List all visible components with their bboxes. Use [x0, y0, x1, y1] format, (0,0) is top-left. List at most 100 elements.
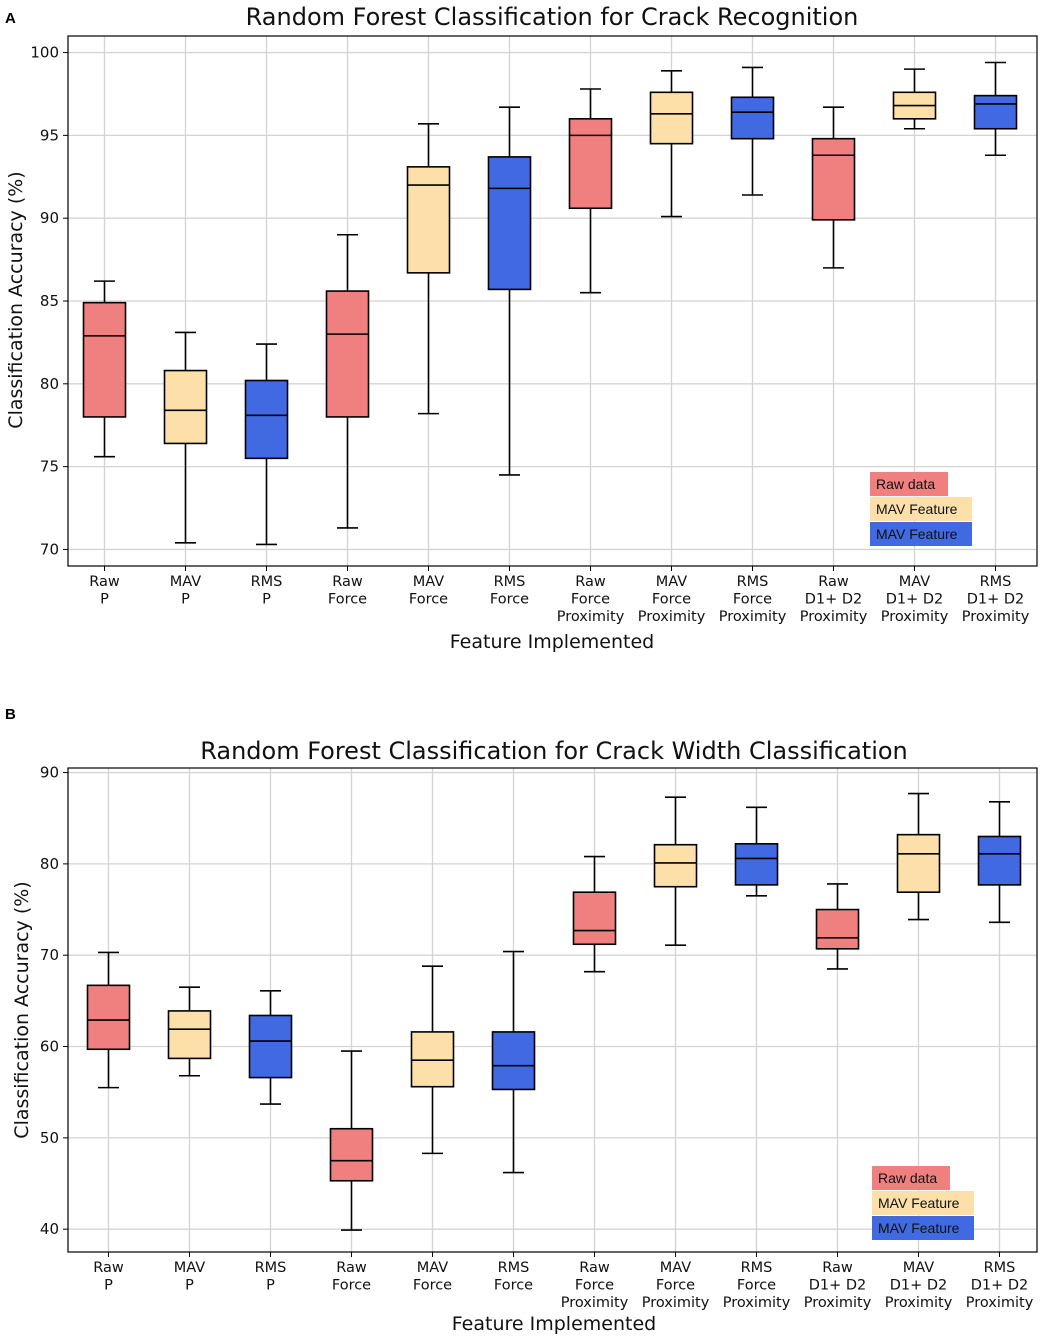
box-iqr [649, 91, 694, 145]
y-tick-label: 60 [40, 1038, 59, 1056]
panel-a: A Random Forest Classification for Crack… [5, 3, 1038, 653]
legend-label: Raw data [878, 1170, 937, 1186]
legend-swatch [872, 1216, 974, 1240]
x-tick-label: Raw Force Proximity [557, 574, 625, 625]
box-iqr [973, 94, 1018, 130]
panel-a-title: Random Forest Classification for Crack R… [246, 3, 859, 31]
x-tick-label: RMS D1+ D2 Proximity [966, 1260, 1034, 1311]
box-iqr [730, 96, 775, 140]
box-mav-force [406, 122, 451, 415]
x-tick-label: RMS Force [494, 1260, 533, 1294]
box-iqr [568, 118, 613, 210]
legend-item-mav: MAV Feature [870, 497, 972, 521]
x-tick-label: Raw Force [332, 1260, 371, 1294]
panel-b-letter: B [5, 706, 16, 723]
box-rms-d1-d2-proximity [973, 61, 1018, 157]
box-rms-p [244, 343, 289, 546]
x-tick-label: MAV D1+ D2 Proximity [881, 574, 949, 625]
y-tick-label: 100 [30, 44, 59, 62]
box-mav-p [167, 986, 212, 1077]
y-tick-label: 90 [40, 764, 59, 782]
legend-label: MAV Feature [876, 526, 958, 542]
box-rms-force [487, 106, 532, 476]
y-tick-label: 90 [40, 209, 59, 227]
y-tick-label: 70 [40, 540, 59, 558]
panel-a-y-ticks: 70 75 80 85 90 95 100 [30, 44, 68, 558]
box-raw-force [329, 1050, 374, 1231]
box-iqr [163, 369, 208, 445]
legend-swatch [872, 1166, 950, 1190]
box-iqr [406, 166, 451, 274]
x-tick-label: MAV D1+ D2 Proximity [885, 1260, 953, 1311]
panel-b-y-axis-label: Classification Accuracy (%) [11, 881, 33, 1138]
legend-item-rms: MAV Feature [872, 1216, 974, 1240]
x-tick-label: RMS D1+ D2 Proximity [962, 574, 1030, 625]
x-tick-label: Raw D1+ D2 Proximity [804, 1260, 872, 1311]
box-iqr [325, 290, 370, 418]
box-rms-d1-d2-proximity [977, 800, 1022, 924]
legend-item-raw: Raw data [870, 472, 948, 496]
box-rms-force-proximity [734, 806, 779, 897]
box-iqr [248, 1014, 293, 1079]
box-iqr [410, 1031, 455, 1088]
box-mav-d1-d2-proximity [896, 792, 941, 921]
panel-b-legend: Raw data MAV Feature MAV Feature [872, 1166, 974, 1240]
x-tick-label: RMS Force [490, 574, 529, 608]
panel-b-x-axis-label: Feature Implemented [452, 1313, 656, 1335]
box-iqr [815, 908, 860, 950]
x-tick-label: Raw P [93, 1260, 124, 1294]
legend-swatch [870, 497, 972, 521]
legend-label: MAV Feature [878, 1220, 960, 1236]
panel-a-legend: Raw data MAV Feature MAV Feature [870, 472, 972, 546]
box-mav-p [163, 331, 208, 544]
box-iqr [86, 984, 131, 1051]
box-raw-force-proximity [568, 88, 613, 294]
box-iqr [82, 301, 127, 418]
box-raw-p [82, 280, 127, 458]
box-rms-p [248, 990, 293, 1105]
box-iqr [653, 843, 698, 888]
panel-b-x-ticks: Raw P MAV P RMS P Raw Force MAV Force RMS Force Raw F… [93, 1252, 1034, 1311]
x-tick-label: RMS Force Proximity [719, 574, 787, 625]
panel-b-plot-frame [67, 767, 1038, 1253]
box-raw-force-proximity [572, 855, 617, 973]
box-iqr [244, 379, 289, 460]
legend-item-rms: MAV Feature [870, 522, 972, 546]
x-tick-label: MAV Force [409, 574, 448, 608]
box-mav-force-proximity [649, 69, 694, 218]
y-tick-label: 40 [40, 1220, 59, 1238]
legend-swatch [870, 522, 972, 546]
panel-b-boxes [86, 792, 1022, 1231]
x-tick-label: Raw P [89, 574, 120, 608]
legend-swatch [872, 1191, 974, 1215]
box-iqr [572, 891, 617, 946]
box-raw-d1-d2-proximity [811, 106, 856, 269]
y-tick-label: 80 [40, 375, 59, 393]
box-iqr [977, 835, 1022, 886]
panel-a-x-ticks: Raw P MAV P RMS P Raw Force MAV Force RMS Force Raw F… [89, 566, 1030, 625]
box-iqr [896, 833, 941, 893]
panel-b-y-ticks: 40 50 60 70 80 90 [40, 764, 68, 1238]
x-tick-label: RMS P [251, 574, 283, 608]
box-iqr [491, 1031, 536, 1091]
box-iqr [167, 1010, 212, 1060]
y-tick-label: 95 [40, 126, 59, 144]
x-tick-label: MAV Force Proximity [642, 1260, 710, 1311]
box-raw-p [86, 951, 131, 1089]
box-iqr [734, 842, 779, 886]
legend-label: MAV Feature [878, 1195, 960, 1211]
x-tick-label: RMS P [255, 1260, 287, 1294]
legend-item-mav: MAV Feature [872, 1191, 974, 1215]
box-raw-force [325, 233, 370, 529]
panel-a-x-axis-label: Feature Implemented [450, 631, 654, 653]
y-tick-label: 85 [40, 292, 59, 310]
box-rms-force [491, 950, 536, 1174]
x-tick-label: MAV Force [413, 1260, 452, 1294]
y-tick-label: 75 [40, 458, 59, 476]
x-tick-label: MAV P [170, 574, 202, 608]
x-tick-label: MAV Force Proximity [638, 574, 706, 625]
legend-label: Raw data [876, 476, 935, 492]
x-tick-label: Raw Force [328, 574, 367, 608]
x-tick-label: Raw D1+ D2 Proximity [800, 574, 868, 625]
